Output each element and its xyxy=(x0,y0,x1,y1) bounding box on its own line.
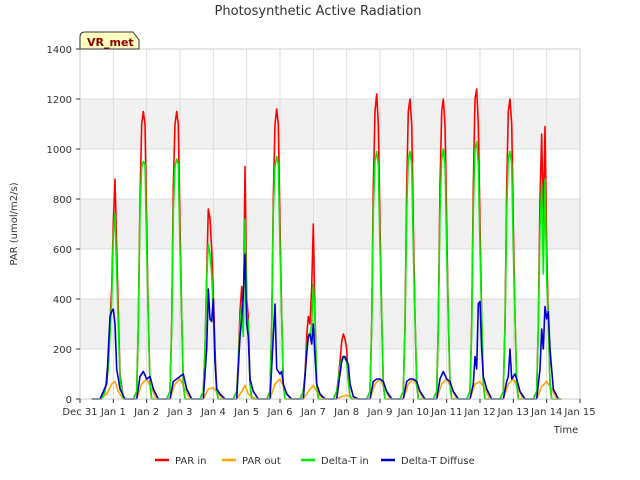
y-tick-label: 1000 xyxy=(47,145,72,156)
series-line-delta-t-diffuse xyxy=(91,253,560,400)
x-axis-label: Time xyxy=(553,425,578,436)
legend-label: PAR out xyxy=(242,456,281,467)
x-tick-label: Jan 2 xyxy=(133,407,159,418)
plot-frame xyxy=(79,48,581,400)
y-tick-label: 600 xyxy=(53,245,72,256)
x-tick-label: Jan 7 xyxy=(300,407,326,418)
y-tick-label: 800 xyxy=(53,195,72,206)
x-tick-label: Jan 15 xyxy=(563,407,595,418)
plot-band xyxy=(80,149,580,199)
y-tick-label: 0 xyxy=(66,395,72,406)
x-axis-ticks: Dec 31 Jan 1 Jan 2 Jan 3 Jan 4 Jan 5 Jan 6 Jan … xyxy=(62,399,596,418)
x-tick-label: Jan 13 xyxy=(497,407,529,418)
x-tick-label: Jan 9 xyxy=(367,407,393,418)
annotation-label: VR_met xyxy=(87,36,134,49)
plot-band xyxy=(80,349,580,399)
y-tick-label: 200 xyxy=(53,345,72,356)
annotation-badge: VR_met xyxy=(79,31,140,50)
x-tick-label: Dec 31 xyxy=(62,407,97,418)
x-tick-label: Jan 6 xyxy=(267,407,293,418)
y-tick-label: 1400 xyxy=(47,45,72,56)
y-axis-ticks: 0 200 400 600 800 1000 1200 1400 xyxy=(47,45,80,406)
x-tick-label: Jan 1 xyxy=(100,407,126,418)
chart-title: Photosynthetic Active Radiation xyxy=(215,4,422,19)
legend-item-delta-t-diffuse: Delta-T Diffuse xyxy=(381,456,475,467)
x-tick-label: Jan 3 xyxy=(167,407,193,418)
legend-item-par-in: PAR in xyxy=(155,456,206,467)
legend-label: PAR in xyxy=(175,456,206,467)
y-axis-label: PAR (umol/m2/s) xyxy=(9,182,20,265)
x-tick-label: Jan 11 xyxy=(430,407,462,418)
plot-band xyxy=(80,99,580,149)
plot-background xyxy=(80,49,580,399)
legend: PAR in PAR out Delta-T in Delta-T Diffuse xyxy=(155,456,475,467)
x-tick-label: Jan 14 xyxy=(530,407,562,418)
legend-label: Delta-T in xyxy=(321,456,369,467)
series-lines xyxy=(91,88,562,400)
x-tick-label: Jan 12 xyxy=(463,407,495,418)
x-tick-label: Jan 4 xyxy=(200,407,226,418)
x-tick-label: Jan 10 xyxy=(397,407,429,418)
plot-band xyxy=(80,249,580,299)
plot-band xyxy=(80,49,580,99)
x-tick-label: Jan 8 xyxy=(333,407,359,418)
legend-label: Delta-T Diffuse xyxy=(401,456,475,467)
y-tick-label: 400 xyxy=(53,295,72,306)
plot-band xyxy=(80,199,580,249)
plot-band xyxy=(80,299,580,349)
y-tick-label: 1200 xyxy=(47,95,72,106)
legend-item-par-out: PAR out xyxy=(222,456,281,467)
series-line-delta-t-in xyxy=(91,140,562,400)
x-tick-label: Jan 5 xyxy=(233,407,259,418)
legend-item-delta-t-in: Delta-T in xyxy=(301,456,369,467)
